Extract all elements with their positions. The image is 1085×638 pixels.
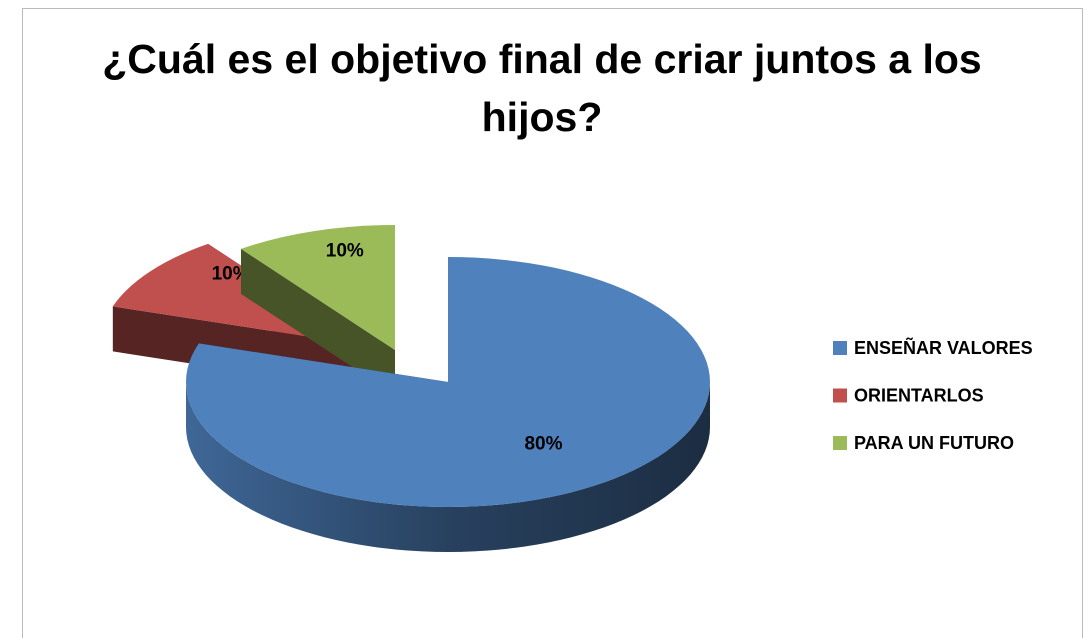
slice-wall	[241, 248, 395, 395]
pie-slice	[241, 225, 395, 350]
data-label: 10%	[326, 240, 364, 261]
legend-label: ORIENTARLOS	[854, 385, 984, 405]
legend-label: PARA UN FUTURO	[854, 433, 1014, 453]
pie-slice	[185, 257, 710, 508]
legend-label: ENSEÑAR VALORES	[854, 337, 1033, 358]
legend-swatch	[833, 436, 847, 450]
data-label: 80%	[524, 434, 562, 455]
data-label: 10%	[212, 263, 250, 284]
slice-side	[186, 382, 710, 552]
legend-swatch	[833, 388, 847, 403]
chart-title: ¿Cuál es el objetivo final de criar junt…	[102, 36, 982, 140]
legend-swatch	[833, 341, 847, 355]
